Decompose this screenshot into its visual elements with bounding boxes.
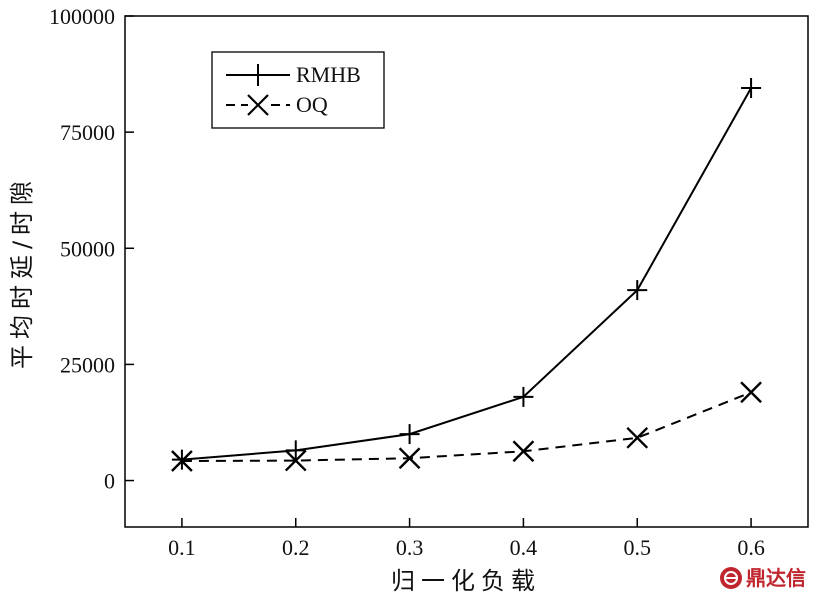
legend-label-rmhb: RMHB <box>296 62 361 87</box>
x-tick-label: 0.5 <box>624 535 652 560</box>
series-rmhb <box>171 78 762 470</box>
data-point-rmhb <box>285 440 306 461</box>
seal-logo-icon <box>720 567 742 589</box>
data-point-rmhb <box>741 78 762 99</box>
x-tick-label: 0.4 <box>510 535 538 560</box>
series-line-rmhb <box>181 87 752 461</box>
data-point-oq <box>740 381 762 404</box>
legend-entry-oq: OQ <box>226 92 328 117</box>
x-tick-label: 0.6 <box>737 535 765 560</box>
y-tick-label: 0 <box>104 469 115 494</box>
x-tick-label: 0.1 <box>168 535 196 560</box>
y-axis-title: 平均时延/时隙 <box>8 175 36 369</box>
y-tick-label: 100000 <box>49 4 115 29</box>
legend-marker-plus-icon <box>247 64 269 86</box>
data-point-rmhb <box>513 386 534 407</box>
legend-label-oq: OQ <box>296 92 328 117</box>
x-tick-label: 0.2 <box>282 535 310 560</box>
plot-frame <box>124 15 809 528</box>
legend-entry-rmhb: RMHB <box>226 62 361 87</box>
x-axis-title: 归一化负载 <box>391 567 541 595</box>
data-point-rmhb <box>627 280 648 301</box>
legend: RMHB OQ <box>211 51 385 129</box>
y-tick-label: 50000 <box>60 236 115 261</box>
y-tick-label: 75000 <box>60 120 115 145</box>
series-layer <box>171 78 762 472</box>
data-point-oq <box>284 449 307 472</box>
data-point-oq <box>398 447 421 470</box>
series-oq <box>171 381 762 472</box>
legend-marker-x-icon <box>247 94 269 116</box>
series-line-oq <box>181 391 752 462</box>
data-point-rmhb <box>399 424 420 445</box>
data-point-oq <box>626 426 649 449</box>
x-tick-label: 0.3 <box>396 535 424 560</box>
axis-ticks: 0.1 0.2 0.3 0.4 0.5 0.6 0 25000 50000 75000 100000 <box>49 4 765 560</box>
legend-box <box>211 51 385 129</box>
data-point-oq <box>512 440 535 463</box>
y-tick-label: 25000 <box>60 352 115 377</box>
watermark-text: 鼎达信 <box>746 566 806 590</box>
data-point-oq <box>171 450 193 472</box>
watermark: 鼎达信 <box>720 566 806 590</box>
